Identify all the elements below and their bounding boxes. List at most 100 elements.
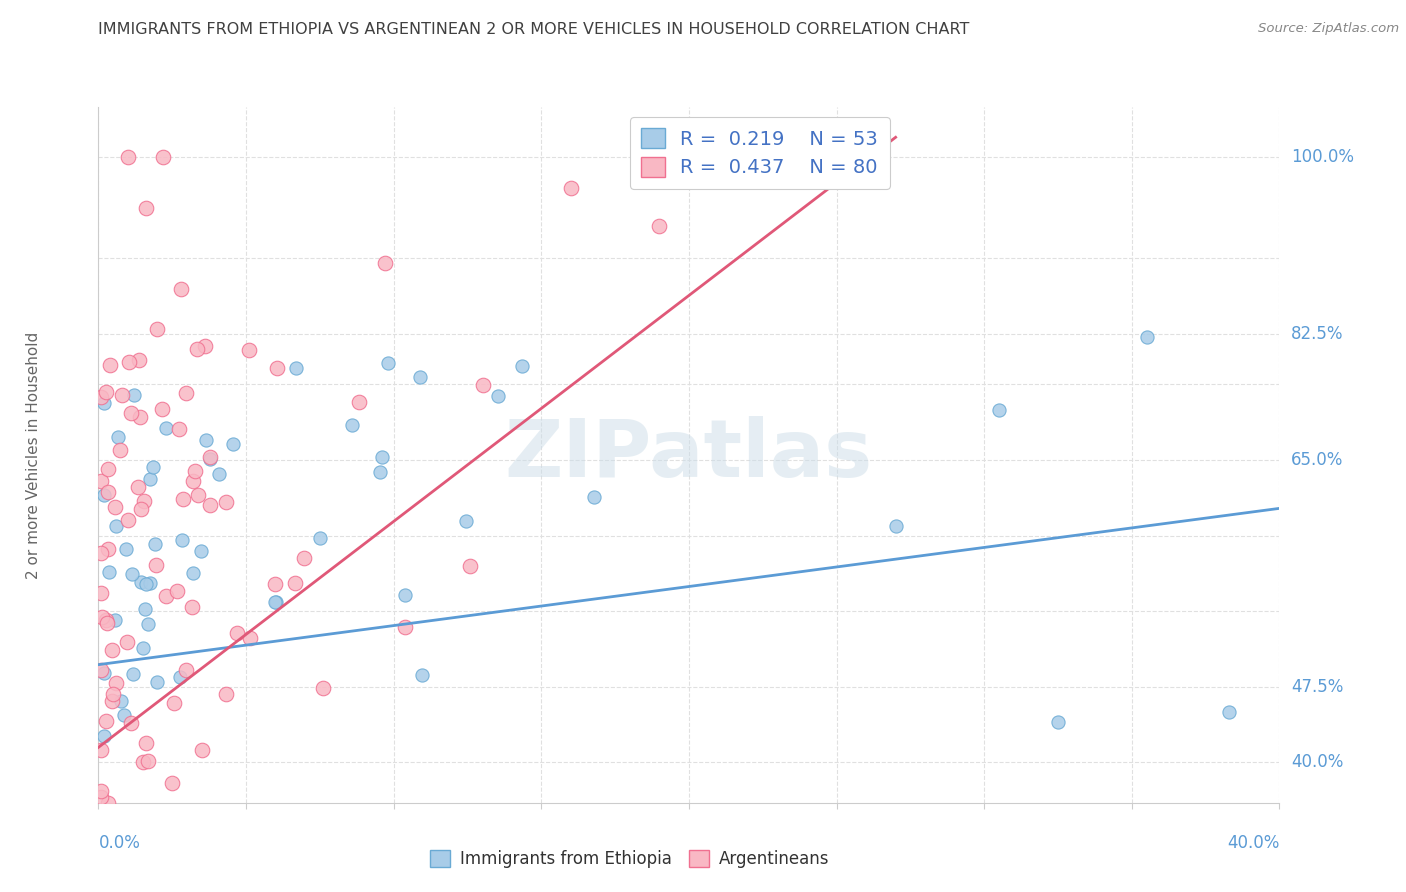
- Point: [101, 694, 124, 708]
- Point: [146, 675, 169, 690]
- Point: [145, 558, 167, 573]
- Point: [582, 490, 605, 504]
- Point: [129, 574, 152, 589]
- Legend: Immigrants from Ethiopia, Argentineans: Immigrants from Ethiopia, Argentineans: [423, 843, 837, 874]
- Point: [111, 388, 134, 402]
- Point: [97, 462, 120, 476]
- Point: [128, 353, 150, 368]
- Point: [110, 694, 132, 708]
- Point: [191, 743, 214, 757]
- Point: [471, 378, 494, 392]
- Text: IMMIGRANTS FROM ETHIOPIA VS ARGENTINEAN 2 OR MORE VEHICLES IN HOUSEHOLD CORRELAT: IMMIGRANTS FROM ETHIOPIA VS ARGENTINEAN …: [98, 22, 970, 37]
- Point: [198, 498, 221, 512]
- Point: [308, 531, 330, 545]
- Point: [411, 668, 433, 682]
- Point: [190, 543, 212, 558]
- Point: [122, 388, 145, 402]
- Point: [96, 615, 118, 630]
- Point: [169, 422, 191, 436]
- Point: [155, 589, 177, 603]
- Point: [181, 474, 204, 488]
- Point: [136, 754, 159, 768]
- Point: [264, 595, 287, 609]
- Point: [198, 450, 221, 464]
- Point: [93, 665, 115, 680]
- Point: [94, 384, 117, 399]
- Point: [174, 386, 197, 401]
- Point: [292, 550, 315, 565]
- Point: [101, 642, 124, 657]
- Point: [90, 586, 112, 600]
- Point: [239, 631, 262, 645]
- Point: [181, 566, 204, 580]
- Point: [285, 360, 308, 375]
- Point: [222, 437, 245, 451]
- Point: [340, 418, 363, 433]
- Point: [117, 513, 139, 527]
- Point: [93, 396, 115, 410]
- Point: [134, 602, 156, 616]
- Point: [855, 130, 877, 145]
- Point: [90, 789, 112, 804]
- Point: [187, 488, 209, 502]
- Text: 0.0%: 0.0%: [98, 834, 141, 852]
- Text: 40.0%: 40.0%: [1291, 754, 1344, 772]
- Point: [1218, 705, 1240, 719]
- Point: [90, 783, 112, 797]
- Point: [207, 467, 229, 481]
- Point: [98, 566, 121, 580]
- Point: [139, 576, 162, 591]
- Point: [264, 595, 287, 609]
- Point: [90, 390, 112, 404]
- Point: [374, 255, 396, 269]
- Point: [226, 625, 249, 640]
- Point: [121, 716, 143, 731]
- Point: [194, 338, 217, 352]
- Point: [368, 465, 391, 479]
- Point: [1046, 715, 1069, 730]
- Point: [152, 151, 174, 165]
- Point: [347, 395, 370, 409]
- Text: 47.5%: 47.5%: [1291, 678, 1344, 696]
- Point: [884, 518, 907, 533]
- Point: [93, 729, 115, 743]
- Text: 65.0%: 65.0%: [1291, 451, 1344, 469]
- Point: [648, 219, 671, 234]
- Point: [128, 409, 150, 424]
- Point: [117, 635, 139, 649]
- Point: [104, 613, 127, 627]
- Point: [132, 756, 155, 770]
- Point: [238, 343, 260, 358]
- Point: [163, 696, 186, 710]
- Point: [166, 584, 188, 599]
- Point: [377, 356, 399, 370]
- Point: [138, 472, 160, 486]
- Point: [155, 421, 177, 435]
- Point: [107, 430, 129, 444]
- Point: [142, 460, 165, 475]
- Point: [370, 450, 392, 465]
- Point: [127, 480, 149, 494]
- Point: [169, 670, 191, 684]
- Point: [181, 599, 204, 614]
- Point: [136, 616, 159, 631]
- Point: [312, 681, 335, 695]
- Point: [198, 452, 221, 467]
- Point: [112, 707, 135, 722]
- Point: [215, 687, 238, 701]
- Point: [184, 464, 207, 478]
- Point: [104, 500, 127, 515]
- Point: [987, 402, 1010, 417]
- Point: [284, 576, 307, 591]
- Point: [94, 613, 117, 627]
- Point: [117, 151, 139, 165]
- Point: [195, 434, 218, 448]
- Point: [120, 406, 142, 420]
- Point: [174, 663, 197, 677]
- Point: [94, 714, 117, 729]
- Text: 100.0%: 100.0%: [1291, 148, 1354, 167]
- Point: [215, 495, 238, 509]
- Point: [118, 354, 141, 368]
- Point: [108, 442, 131, 457]
- Point: [97, 485, 120, 500]
